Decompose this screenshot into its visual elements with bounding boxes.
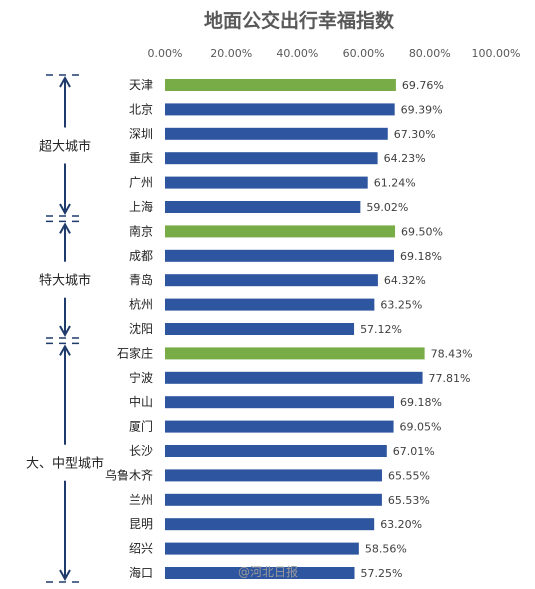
category-label: 深圳 xyxy=(129,127,153,141)
bar xyxy=(165,396,394,409)
bar xyxy=(165,225,396,238)
category-label: 上海 xyxy=(129,199,153,214)
arrow-down-icon xyxy=(59,325,71,338)
bar xyxy=(165,445,387,457)
value-label: 69.05% xyxy=(400,421,442,434)
value-label: 59.02% xyxy=(366,201,408,214)
value-label: 78.43% xyxy=(431,347,473,360)
category-label: 重庆 xyxy=(129,151,153,165)
value-label: 69.50% xyxy=(401,225,443,238)
bar xyxy=(165,347,425,360)
value-label: 69.18% xyxy=(400,250,442,263)
bar xyxy=(165,323,355,335)
category-label: 石家庄 xyxy=(117,345,153,360)
category-label: 广州 xyxy=(129,176,153,190)
value-label: 57.12% xyxy=(360,323,402,336)
bar xyxy=(165,274,378,287)
value-label: 64.23% xyxy=(384,152,426,165)
value-label: 69.18% xyxy=(400,396,442,409)
value-label: 67.01% xyxy=(393,445,435,458)
bar xyxy=(165,469,382,482)
category-label: 昆明 xyxy=(129,517,153,531)
group-label: 特大城市 xyxy=(39,273,91,289)
bar xyxy=(165,176,368,189)
arrow-down-icon xyxy=(59,569,71,582)
category-label: 兰州 xyxy=(129,493,153,507)
value-label: 65.53% xyxy=(388,494,430,507)
group-label: 大、中型城市 xyxy=(26,456,104,472)
x-axis-ticks: 0.00% 20.00% 40.00% 60.00% 80.00% 100.00% xyxy=(148,47,521,60)
bar xyxy=(165,152,378,165)
watermark: @河北日报 xyxy=(238,564,298,579)
value-label: 69.76% xyxy=(402,79,444,92)
arrow-up-icon xyxy=(59,344,71,356)
category-label: 海口 xyxy=(129,565,153,580)
x-tick-label: 20.00% xyxy=(210,47,252,60)
value-label: 64.32% xyxy=(384,274,426,287)
arrow-up-icon xyxy=(59,222,71,234)
bar xyxy=(165,201,361,213)
arrow-down-icon xyxy=(59,203,71,216)
chart-title: 地面公交出行幸福指数 xyxy=(204,9,395,32)
bar xyxy=(165,127,388,140)
category-label: 长沙 xyxy=(129,444,153,458)
value-label: 77.81% xyxy=(429,372,471,385)
value-label: 63.20% xyxy=(380,518,422,531)
category-label: 杭州 xyxy=(129,297,153,312)
category-label: 沈阳 xyxy=(129,321,153,336)
x-tick-label: 40.00% xyxy=(276,47,318,60)
category-label: 青岛 xyxy=(129,272,153,287)
category-label: 北京 xyxy=(129,102,153,116)
category-label: 南京 xyxy=(129,223,153,238)
category-label: 天津 xyxy=(129,78,153,92)
bar xyxy=(165,79,396,91)
x-tick-label: 100.00% xyxy=(472,47,521,60)
value-label: 65.55% xyxy=(388,469,430,482)
category-label: 成都 xyxy=(129,249,153,263)
value-label: 58.56% xyxy=(365,543,407,556)
x-tick-label: 80.00% xyxy=(409,47,451,60)
value-label: 61.24% xyxy=(374,177,416,190)
x-tick-label: 60.00% xyxy=(343,47,385,60)
bars: 天津 69.76% 北京 69.39% 深圳 67.30% 重庆 64.23% 广州 61.24%… xyxy=(105,78,473,580)
bar xyxy=(165,542,359,555)
value-label: 57.25% xyxy=(360,567,402,580)
group-label: 超大城市 xyxy=(39,139,91,155)
value-label: 67.30% xyxy=(394,128,436,141)
category-label: 厦门 xyxy=(129,419,153,434)
category-label: 宁波 xyxy=(129,370,153,385)
category-label: 中山 xyxy=(129,394,153,409)
bar xyxy=(165,249,394,262)
value-label: 63.25% xyxy=(380,299,422,312)
bar xyxy=(165,567,355,579)
bar xyxy=(165,298,375,311)
x-tick-label: 0.00% xyxy=(148,47,183,60)
bar xyxy=(165,103,395,116)
category-label: 绍兴 xyxy=(129,542,153,556)
category-label: 乌鲁木齐 xyxy=(105,467,153,482)
value-label: 69.39% xyxy=(401,103,443,116)
bar xyxy=(165,420,394,433)
bar xyxy=(165,493,382,506)
bar xyxy=(165,371,423,384)
arrow-up-icon xyxy=(59,75,71,88)
bar xyxy=(165,518,375,531)
